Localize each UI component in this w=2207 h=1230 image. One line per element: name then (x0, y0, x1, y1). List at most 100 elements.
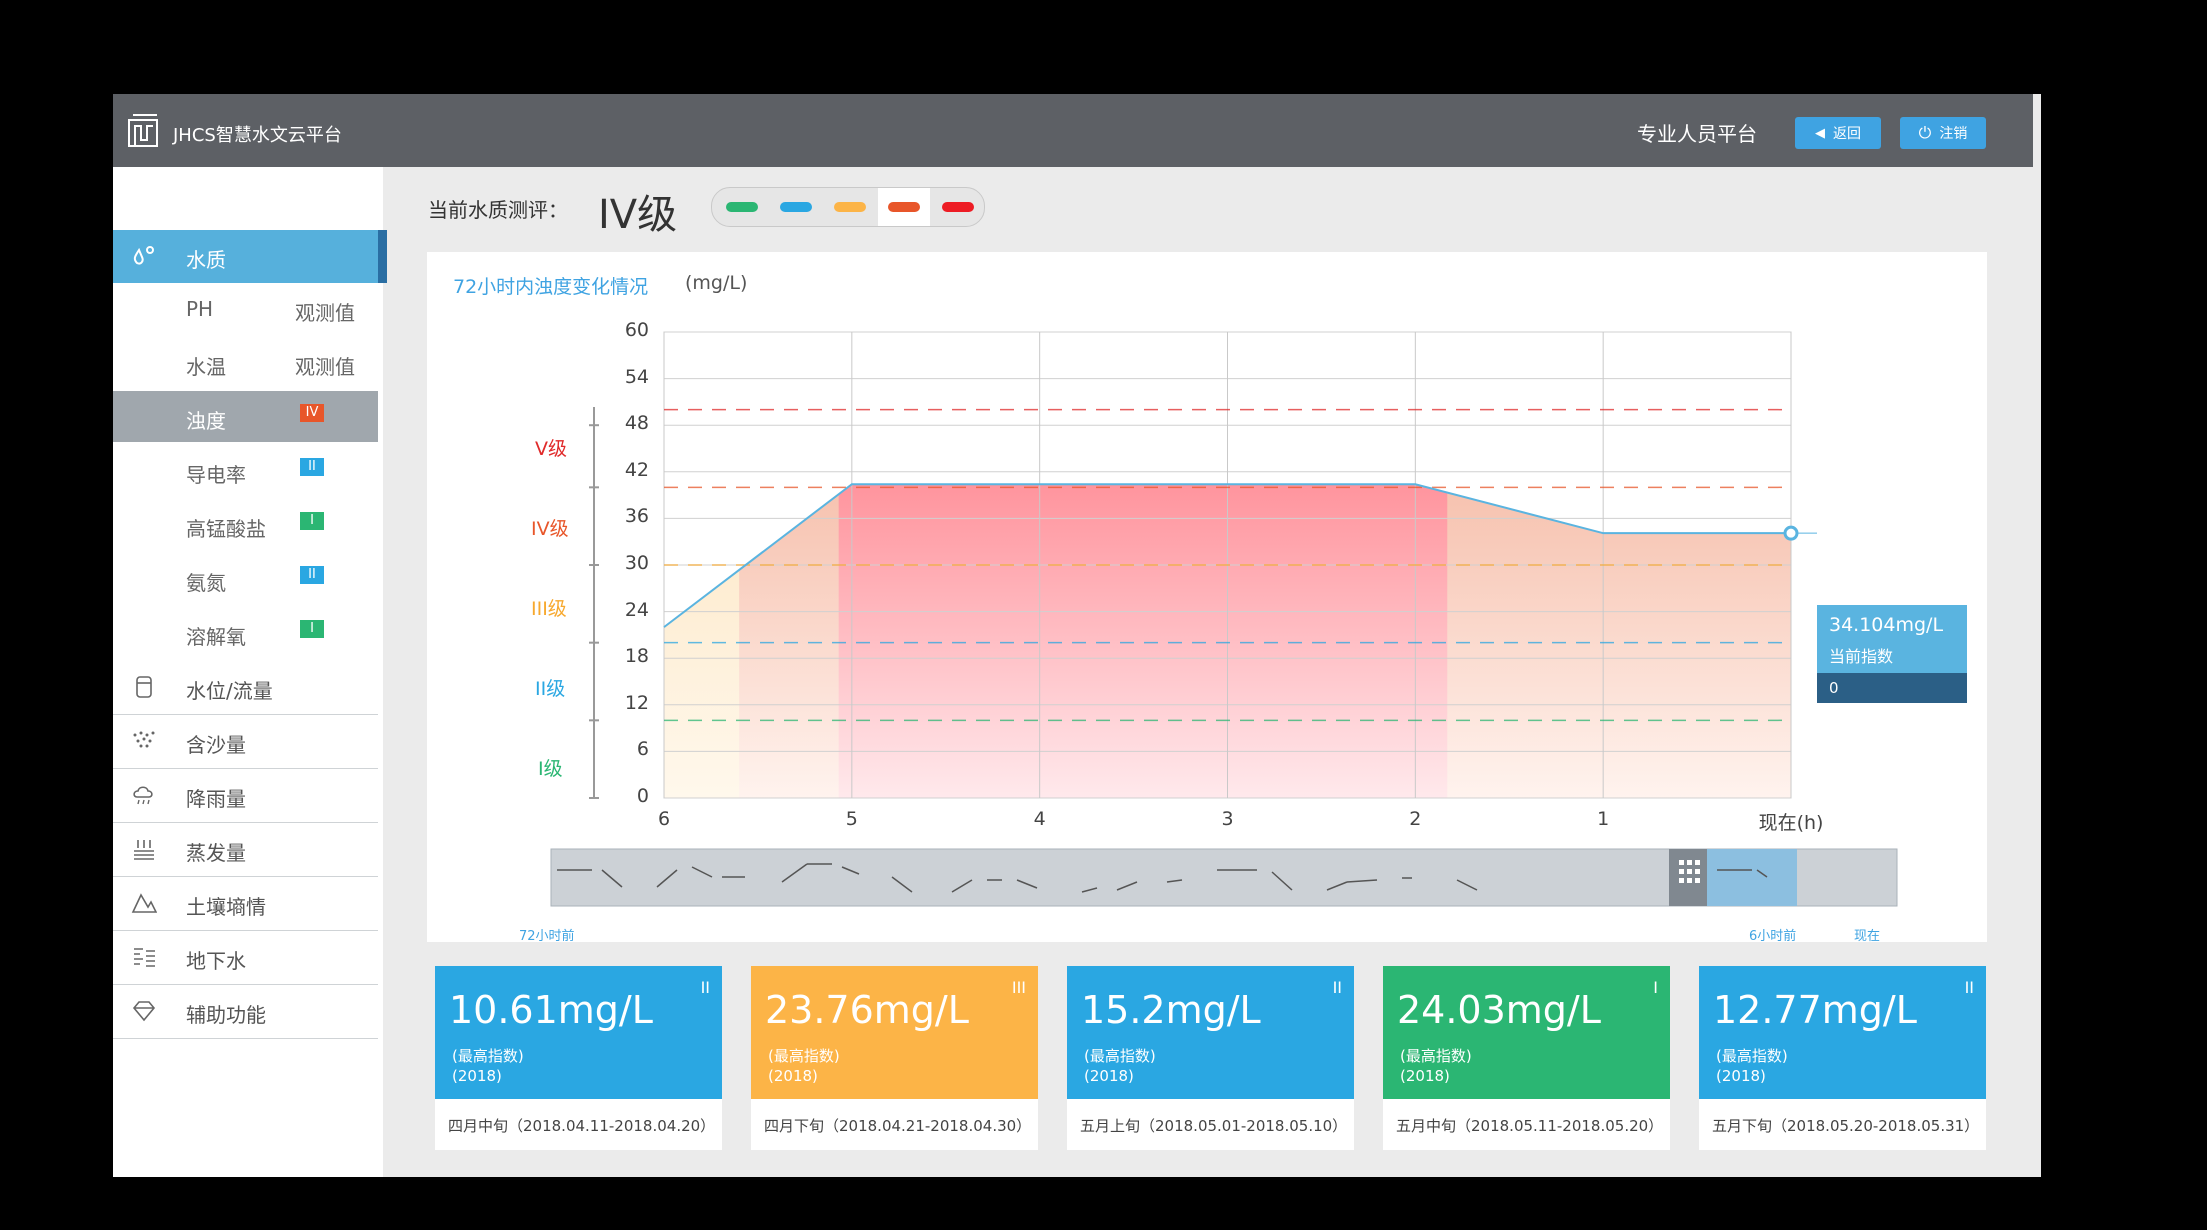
zoom-trace-segment (1756, 869, 1768, 878)
nav-evaporation[interactable]: 蒸发量 (113, 823, 378, 877)
level-swatch-1[interactable] (726, 202, 758, 212)
chart-title: 72小时内浊度变化情况 (453, 276, 649, 298)
sub-item-label: 溶解氧 (186, 625, 246, 649)
nav-groundwater[interactable]: 地下水 (113, 931, 378, 985)
card-subtitle: (最高指数) (2018) (1716, 1046, 1788, 1086)
card-sub1: (最高指数) (1400, 1047, 1472, 1065)
sub-item-water-temp[interactable]: 水温 观测值 (113, 337, 378, 389)
sub-item-ammonia[interactable]: 氨氮 II (113, 553, 378, 605)
zoom-trace-segment (1016, 879, 1038, 889)
zoom-handle-grip (1679, 860, 1684, 865)
back-button[interactable]: ◀ 返回 (1795, 117, 1881, 149)
sub-item-label: 导电率 (186, 463, 246, 487)
sub-item-value: 观测值 (295, 355, 355, 379)
zoom-trace-segment (891, 876, 913, 893)
nav-label: 土壤墒情 (186, 895, 266, 919)
grade-label-v: V级 (535, 438, 567, 460)
period-card[interactable]: 24.03mg/L I (最高指数) (2018) 五月中旬（2018.05.11-20… (1383, 966, 1670, 1150)
card-period: 五月中旬（2018.05.11-2018.05.20） (1383, 1099, 1670, 1150)
card-header: 15.2mg/L II (最高指数) (2018) (1067, 966, 1354, 1099)
active-indicator (378, 230, 387, 283)
grade-label-i: I级 (538, 758, 563, 780)
sub-item-label: 水温 (186, 355, 226, 379)
level-swatch-2[interactable] (780, 202, 812, 212)
app-title: JHCS智慧水文云平台 (173, 125, 342, 146)
sub-item-conductivity[interactable]: 导电率 II (113, 445, 378, 497)
y-tick-label: 12 (624, 691, 649, 714)
sub-item-label: 浊度 (186, 409, 226, 433)
zoom-handle-grip (1679, 869, 1684, 874)
zoom-trace-segment (1116, 881, 1138, 891)
grade-label-iii: III级 (531, 598, 567, 620)
platform-label: 专业人员平台 (1637, 122, 1757, 146)
top-bar: JHCS智慧水文云平台 专业人员平台 ◀ 返回 ⏻ 注销 (113, 94, 2033, 167)
y-tick-label: 0 (636, 785, 649, 807)
nav-auxiliary[interactable]: 辅助功能 (113, 985, 378, 1039)
card-period: 四月下旬（2018.04.21-2018.04.30） (751, 1099, 1038, 1150)
groundwater-icon (134, 948, 155, 967)
card-sub1: (最高指数) (1084, 1047, 1156, 1065)
card-sub2: (2018) (768, 1067, 818, 1085)
card-level: II (700, 978, 710, 997)
nav-water-level[interactable]: 水位/流量 (113, 661, 378, 715)
zoom-handle-grip (1695, 869, 1700, 874)
card-value: 12.77mg/L (1713, 988, 1917, 1032)
card-subtitle: (最高指数) (2018) (1400, 1046, 1472, 1086)
period-card[interactable]: 10.61mg/L II (最高指数) (2018) 四月中旬（2018.04.11-2… (435, 966, 722, 1150)
current-value-tooltip: 34.104mg/L 当前指数 0 (1817, 605, 1967, 703)
logout-label: 注销 (1939, 126, 1968, 142)
card-level: III (1011, 978, 1026, 997)
sub-item-turbidity[interactable]: 浊度 IV (113, 391, 378, 442)
y-tick-label: 42 (624, 458, 649, 481)
current-point-marker (1783, 525, 1799, 541)
nav-water-quality[interactable]: 水质 (113, 230, 387, 283)
card-period-text: 四月下旬（2018.04.21-2018.04.30） (764, 1117, 1032, 1135)
zoom-handle-grip (1687, 860, 1692, 865)
sidebar: 水质 PH 观测值 水温 观测值 浊度 IV 导电率 II 高锰酸盐 I 氨氮 … (113, 167, 387, 1177)
card-subtitle: (最高指数) (2018) (1084, 1046, 1156, 1086)
y-tick-label: 18 (624, 645, 649, 668)
level-swatch-5[interactable] (942, 202, 974, 212)
period-card[interactable]: 23.76mg/L III (最高指数) (2018) 四月下旬（2018.04.21-… (751, 966, 1038, 1150)
y-tick-label: 30 (624, 552, 649, 574)
y-tick-label: 24 (624, 598, 649, 621)
level-swatch-4[interactable] (888, 202, 920, 212)
logout-button[interactable]: ⏻ 注销 (1900, 117, 1986, 149)
card-sub2: (2018) (1400, 1067, 1450, 1085)
sub-item-label: 高锰酸盐 (186, 517, 266, 541)
nav-sediment[interactable]: 含沙量 (113, 715, 378, 769)
nav-soil[interactable]: 土壤墒情 (113, 877, 378, 931)
grade-badge: I (300, 620, 324, 638)
card-header: 10.61mg/L II (最高指数) (2018) (435, 966, 722, 1099)
zoom-trace-segment (1326, 881, 1348, 891)
grade-badge: II (300, 566, 324, 584)
sub-item-ph[interactable]: PH 观测值 (113, 283, 378, 335)
nav-rainfall[interactable]: 降雨量 (113, 769, 378, 823)
y-tick-label: 6 (636, 738, 649, 761)
y-tick-label: 36 (624, 505, 649, 528)
back-label: 返回 (1833, 126, 1861, 142)
sub-item-permanganate[interactable]: 高锰酸盐 I (113, 499, 378, 551)
y-tick-label: 60 (624, 319, 649, 341)
zoom-trace-segment (656, 869, 678, 888)
series-line (663, 483, 1791, 628)
level-indicator (711, 187, 985, 227)
card-header: 12.77mg/L II (最高指数) (2018) (1699, 966, 1986, 1099)
tooltip-index: 0 (1817, 673, 1967, 703)
zoom-handle-grip (1687, 878, 1692, 883)
x-tick-label: 3 (1221, 808, 1234, 830)
card-sub1: (最高指数) (1716, 1047, 1788, 1065)
evaluation-label: 当前水质测评： (428, 198, 568, 222)
card-header: 23.76mg/L III (最高指数) (2018) (751, 966, 1038, 1099)
card-level: I (1653, 978, 1658, 997)
level-swatch-3[interactable] (834, 202, 866, 212)
sub-item-dissolved-oxygen[interactable]: 溶解氧 I (113, 607, 378, 659)
card-period-text: 五月下旬（2018.05.20-2018.05.31） (1712, 1117, 1980, 1135)
card-period: 五月上旬（2018.05.01-2018.05.10） (1067, 1099, 1354, 1150)
period-card[interactable]: 12.77mg/L II (最高指数) (2018) 五月下旬（2018.05.20-2… (1699, 966, 1986, 1150)
card-value: 23.76mg/L (765, 988, 969, 1032)
x-tick-label: 5 (845, 808, 858, 830)
period-card[interactable]: 15.2mg/L II (最高指数) (2018) 五月上旬（2018.05.01-20… (1067, 966, 1354, 1150)
card-level: II (1964, 978, 1974, 997)
